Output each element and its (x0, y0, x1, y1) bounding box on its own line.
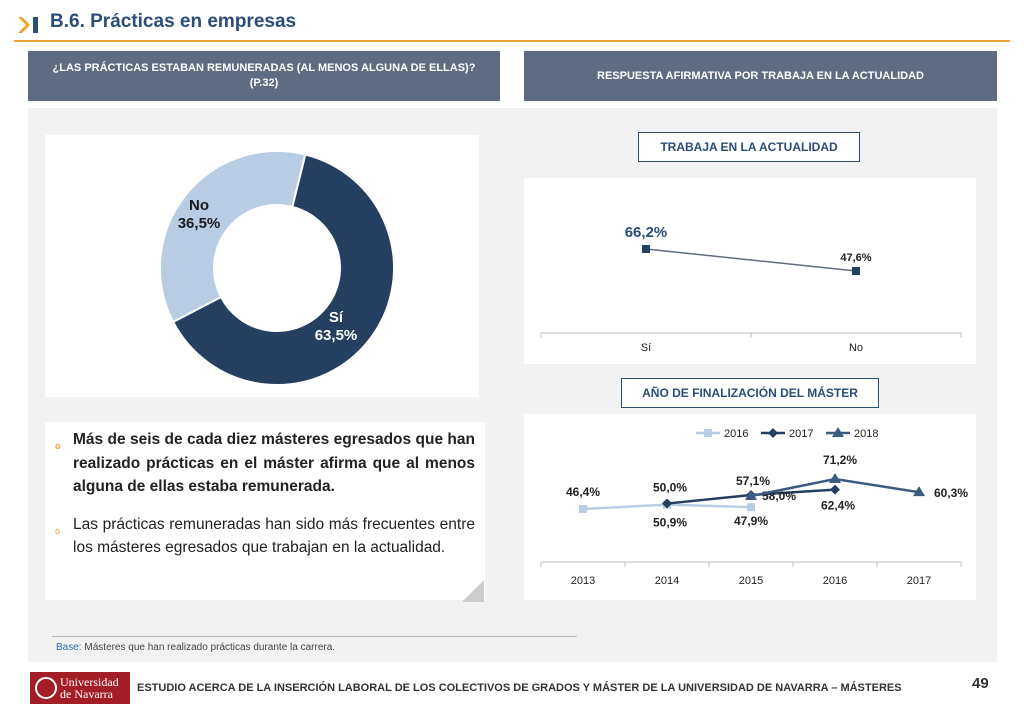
footer-text: ESTUDIO ACERCA DE LA INSERCIÓN LABORAL D… (137, 682, 902, 694)
finding-2: o Las prácticas remuneradas han sido más… (55, 513, 475, 560)
legend-marker-2 (832, 427, 844, 437)
donut-value-1: 36,5% (178, 215, 221, 232)
series-2018-label-3: 71,2% (823, 453, 857, 467)
logo-text-2: de Navarra (60, 687, 113, 701)
series-2016-point-0 (579, 505, 587, 513)
base-divider (52, 636, 577, 637)
work-category-0: Sí (641, 342, 651, 354)
university-logo: Universidad de Navarra (30, 672, 130, 704)
base-text: Másteres que han realizado prácticas dur… (84, 642, 336, 653)
donut-value-0: 63,5% (315, 327, 358, 344)
bullet-circle-icon: o (55, 441, 61, 451)
series-2017-point-1 (662, 498, 672, 509)
year-category-0: 2013 (571, 575, 595, 587)
work-subtitle: TRABAJA EN LA ACTUALIDAD (638, 132, 860, 162)
series-2018-label-4: 60,3% (934, 486, 968, 500)
work-chart-card: Sí No 66,2% 47,6% (524, 178, 976, 364)
chevron-logo-icon (18, 17, 38, 33)
series-2016-point-2 (747, 503, 755, 512)
series-2017-label-3: 62,4% (821, 499, 855, 513)
series-2018-label-2: 57,1% (736, 474, 770, 488)
finding-2-text: Las prácticas remuneradas han sido más f… (73, 515, 475, 557)
year-category-1: 2014 (655, 575, 679, 587)
donut-card: Sí 63,5% No 36,5% (45, 135, 479, 397)
work-point-1 (852, 267, 860, 275)
seal-icon (35, 677, 57, 699)
right-panel-title: RESPUESTA AFIRMATIVA POR TRABAJA EN LA A… (524, 51, 997, 101)
work-category-1: No (849, 342, 863, 354)
year-subtitle: AÑO DE FINALIZACIÓN DEL MÁSTER (621, 378, 879, 408)
page-fold-icon (462, 580, 484, 602)
series-2016-label-0: 46,4% (566, 485, 600, 499)
year-category-2: 2015 (739, 575, 763, 587)
legend-label-2: 2018 (854, 428, 878, 440)
work-subtitle-text: TRABAJA EN LA ACTUALIDAD (660, 140, 838, 154)
logo-text-1: Universidad (60, 675, 119, 689)
work-value-1: 47,6% (840, 252, 871, 264)
legend-label-0: 2016 (724, 428, 748, 440)
series-2017-label-1: 50,9% (653, 516, 687, 530)
donut-label-1: No (189, 197, 209, 214)
donut-slice-1 (159, 150, 307, 324)
right-panel-title-text: RESPUESTA AFIRMATIVA POR TRABAJA EN LA A… (597, 69, 924, 82)
bullet-circle-icon: o (55, 525, 61, 536)
year-subtitle-text: AÑO DE FINALIZACIÓN DEL MÁSTER (642, 386, 858, 400)
left-panel-title-line2: (P.32) (249, 77, 279, 89)
work-line-chart: Sí No 66,2% 47,6% (540, 224, 962, 354)
findings-text: o Más de seis de cada diez másteres egre… (45, 422, 485, 600)
series-2018-point-2 (745, 490, 757, 501)
left-panel-title: ¿LAS PRÁCTICAS ESTABAN REMUNERADAS (AL M… (28, 51, 500, 101)
page-number: 49 (972, 675, 989, 692)
series-2017-point-3 (830, 484, 840, 495)
work-point-0 (642, 245, 650, 253)
left-panel-title-line1: ¿LAS PRÁCTICAS ESTABAN REMUNERADAS (AL M… (52, 62, 476, 74)
legend-label-1: 2017 (789, 428, 813, 440)
series-2016-label-2: 47,9% (734, 514, 768, 528)
year-chart-card: 2013 2014 2015 2016 2017 2016 2017 2018 46,4% 50,… (524, 414, 976, 600)
base-label: Base: (56, 642, 82, 653)
base-note: Base: Másteres que han realizado práctic… (56, 642, 335, 653)
series-2016-label-1: 50,0% (653, 481, 687, 495)
donut-slice-0 (171, 153, 395, 386)
legend-marker-1 (768, 428, 778, 438)
donut-label-0: Sí (329, 309, 344, 326)
series-2018-point-4 (913, 486, 925, 497)
legend-marker-0 (704, 429, 712, 437)
work-value-0: 66,2% (625, 224, 668, 241)
year-category-3: 2016 (823, 575, 847, 587)
page-header: B.6. Prácticas en empresas (14, 8, 1010, 42)
series-2018-point-3 (829, 473, 841, 483)
finding-1: o Más de seis de cada diez másteres egre… (55, 428, 475, 499)
year-category-4: 2017 (907, 575, 931, 587)
work-series-line (645, 248, 857, 272)
page-title: B.6. Prácticas en empresas (50, 11, 297, 32)
finding-1-text: Más de seis de cada diez másteres egresa… (73, 431, 475, 495)
year-line-chart: 2013 2014 2015 2016 2017 2016 2017 2018 46,4% 50,… (540, 427, 968, 587)
